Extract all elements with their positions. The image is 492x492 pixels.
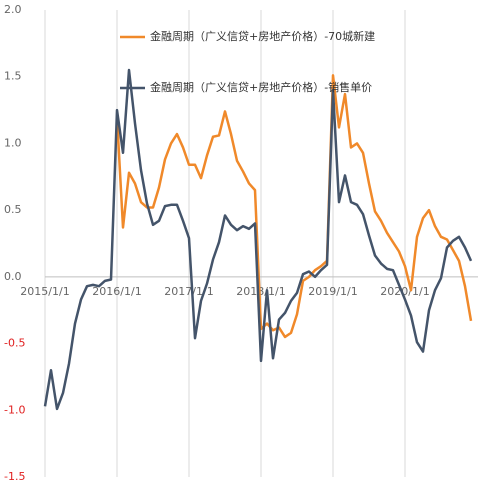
y-tick-label: 2.0 xyxy=(4,3,22,16)
x-tick-label: 2015/1/1 xyxy=(20,285,69,298)
y-tick-label: 1.5 xyxy=(4,70,22,83)
y-tick-label: 0.5 xyxy=(4,203,22,216)
x-tick-label: 2019/1/1 xyxy=(308,285,357,298)
y-tick-label: -1.5 xyxy=(4,470,25,483)
legend-label: 金融周期（广义信贷+房地产价格）-销售单价 xyxy=(150,80,372,94)
line-series xyxy=(115,74,473,339)
line-series xyxy=(43,68,473,411)
y-tick-label: 1.0 xyxy=(4,136,22,149)
y-tick-label: -0.5 xyxy=(4,337,25,350)
x-tick-label: 2017/1/1 xyxy=(164,285,213,298)
x-tick-label: 2016/1/1 xyxy=(92,285,141,298)
y-tick-label: 0.0 xyxy=(4,270,22,283)
x-tick-label: 2018/1/1 xyxy=(236,285,285,298)
legend-label: 金融周期（广义信贷+房地产价格）-70城新建 xyxy=(150,29,375,43)
y-tick-label: -1.0 xyxy=(4,403,25,416)
x-tick-label: 2020/1/1 xyxy=(380,285,429,298)
